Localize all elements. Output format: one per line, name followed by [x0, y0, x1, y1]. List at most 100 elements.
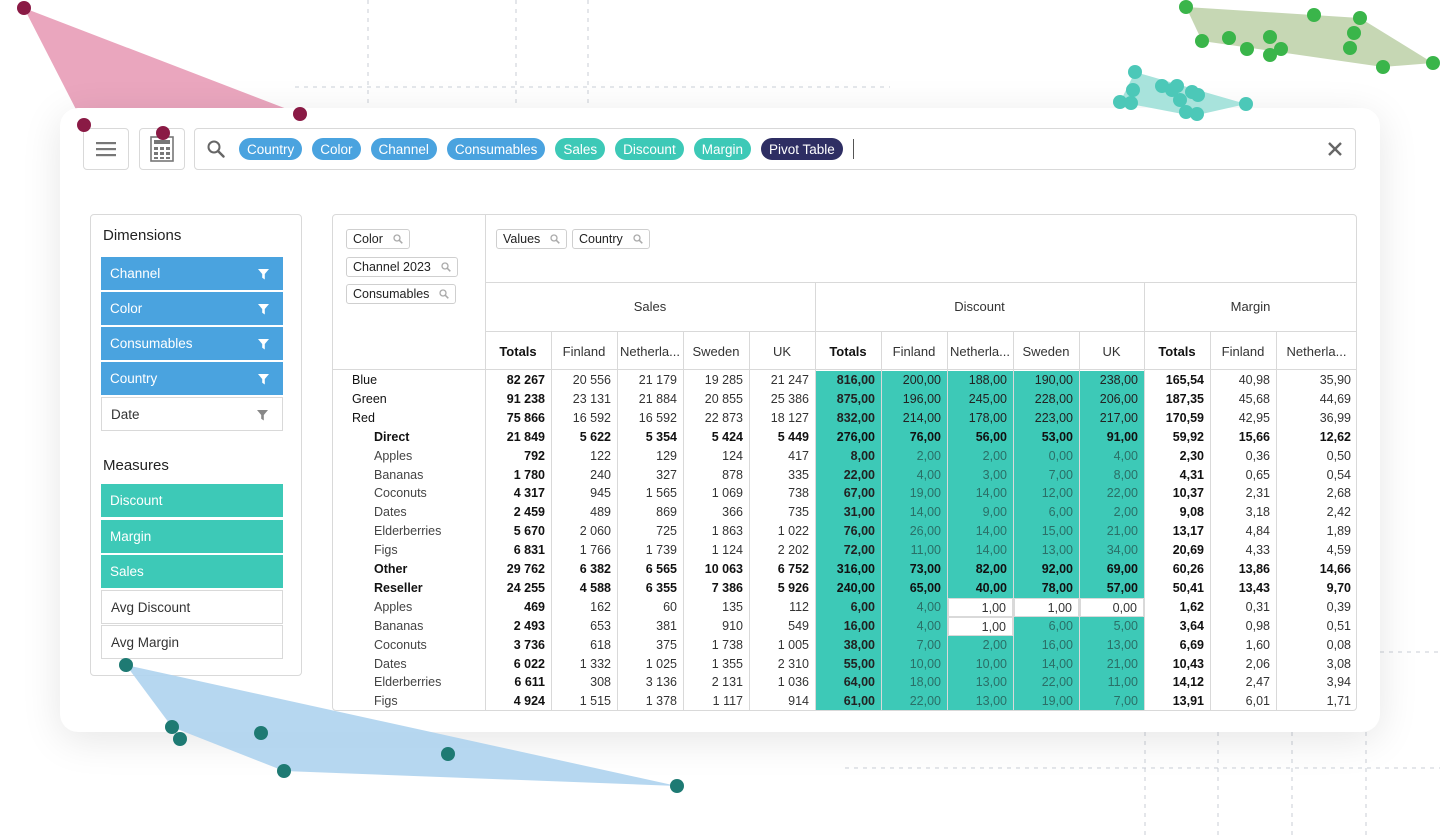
table-row[interactable]: Figs 6 831 1 766 1 739 1 124 2 202 72,00 11,00 1…	[333, 541, 1356, 561]
column-header-sweden[interactable]: Sweden	[1022, 344, 1070, 359]
table-row[interactable]: Red 75 866 16 592 16 592 22 873 18 127 832,00 2…	[333, 408, 1356, 428]
col-field-tag-country[interactable]: Country	[572, 229, 650, 249]
search-icon[interactable]	[628, 234, 643, 244]
filter-icon[interactable]	[258, 338, 269, 353]
table-cell: 0,98	[1245, 618, 1270, 633]
group-header-sales[interactable]: Sales	[633, 299, 667, 314]
search-icon[interactable]	[434, 289, 450, 299]
dimension-item-consumables[interactable]: Consumables	[101, 327, 283, 361]
dimension-item-country[interactable]: Country	[101, 362, 283, 396]
column-header-uk[interactable]: UK	[1102, 344, 1121, 359]
table-row[interactable]: Apples 792 122 129 124 417 8,00 2,00 2,00 0,00 4,0…	[333, 446, 1356, 466]
filter-icon[interactable]	[258, 268, 269, 283]
group-header-margin[interactable]: Margin	[1230, 299, 1271, 314]
table-cell: 5 670	[513, 524, 545, 539]
row-field-label: Consumables	[353, 287, 430, 301]
measure-item-avg-discount[interactable]: Avg Discount	[101, 590, 283, 624]
measure-item-avg-margin[interactable]: Avg Margin	[101, 625, 283, 659]
row-field-tag-channel-2023[interactable]: Channel 2023	[346, 257, 458, 277]
chip-discount[interactable]: Discount	[615, 138, 684, 160]
measure-item-discount[interactable]: Discount	[101, 484, 283, 518]
calculator-button[interactable]	[139, 128, 185, 170]
filter-icon[interactable]	[258, 303, 269, 318]
table-row[interactable]: Direct 21 849 5 622 5 354 5 424 5 449 276,00 76…	[333, 427, 1356, 447]
column-header-netherla[interactable]: Netherla...	[950, 344, 1010, 359]
table-cell: 56,00	[948, 427, 1013, 447]
table-cell: 875,00	[816, 389, 881, 409]
column-header-finland[interactable]: Finland	[892, 344, 936, 359]
measure-item-sales[interactable]: Sales	[101, 555, 283, 589]
group-header-discount[interactable]: Discount	[954, 299, 1005, 314]
search-icon[interactable]	[436, 262, 451, 272]
table-row[interactable]: Bananas 2 493 653 381 910 549 16,00 4,00 1,00 6,0…	[333, 616, 1356, 636]
table-cell: 1,71	[1326, 694, 1351, 709]
table-row[interactable]: Elderberries 6 611 308 3 136 2 131 1 036 64,00…	[333, 673, 1356, 693]
table-cell: 6 831	[513, 543, 545, 558]
table-cell: 2 310	[777, 656, 809, 671]
table-cell: 6,01	[1245, 694, 1270, 709]
table-cell: 5,00	[1080, 616, 1144, 636]
row-field-tag-color[interactable]: Color	[346, 229, 410, 249]
column-header-finland[interactable]: Finland	[562, 344, 606, 359]
filter-icon[interactable]	[258, 373, 269, 388]
search-bar[interactable]: Country Color Channel Consumables Sales Disco…	[194, 128, 1356, 170]
column-header-totals[interactable]: Totals	[499, 344, 537, 359]
table-row[interactable]: Coconuts 3 736 618 375 1 738 1 005 38,00 7,00 2,…	[333, 635, 1356, 655]
menu-button[interactable]	[83, 128, 129, 170]
chip-channel[interactable]: Channel	[370, 138, 437, 160]
table-row[interactable]: Dates 2 459 489 869 366 735 31,00 14,00 9,00 6,00…	[333, 503, 1356, 523]
table-cell: 1 117	[712, 694, 743, 709]
measure-label: Margin	[110, 529, 152, 544]
table-row[interactable]: Apples 469 162 60 135 112 6,00 4,00 1,00 1,00 0,00…	[333, 597, 1356, 617]
table-row[interactable]: Green 91 238 23 131 21 884 20 855 25 386 875,0…	[333, 389, 1356, 409]
dimension-item-channel[interactable]: Channel	[101, 257, 283, 291]
filter-icon[interactable]	[257, 409, 268, 424]
table-cell: 945	[590, 486, 611, 501]
table-cell: 78,00	[1014, 578, 1079, 598]
table-row[interactable]: Reseller 24 255 4 588 6 355 7 386 5 926 240,00…	[333, 578, 1356, 598]
dimension-item-date[interactable]: Date	[101, 397, 283, 431]
table-row[interactable]: Blue 82 267 20 556 21 179 19 285 21 247 816,00…	[333, 371, 1356, 390]
table-cell: 0,08	[1326, 637, 1351, 652]
table-cell: 129	[656, 448, 677, 463]
table-row[interactable]: Dates 6 022 1 332 1 025 1 355 2 310 55,00 10,00…	[333, 654, 1356, 674]
table-row[interactable]: Coconuts 4 317 945 1 565 1 069 738 67,00 19,00 1…	[333, 484, 1356, 504]
chip-country[interactable]: Country	[239, 138, 303, 160]
col-field-label: Country	[579, 232, 623, 246]
column-header-totals[interactable]: Totals	[1158, 344, 1196, 359]
table-cell: 16,00	[1014, 635, 1079, 655]
grid-line	[617, 331, 618, 710]
column-header-uk[interactable]: UK	[772, 344, 792, 359]
table-cell: 549	[788, 618, 809, 633]
chip-sales[interactable]: Sales	[555, 138, 606, 160]
search-chips: Country Color Channel Consumables Sales Disco…	[239, 138, 853, 160]
chip-pivot-table[interactable]: Pivot Table	[760, 138, 843, 160]
table-row[interactable]: Figs 4 924 1 515 1 378 1 117 914 61,00 22,00 13,…	[333, 692, 1356, 710]
search-icon[interactable]	[545, 234, 561, 244]
column-header-netherla[interactable]: Netherla...	[1286, 344, 1347, 359]
measure-item-margin[interactable]: Margin	[101, 520, 283, 554]
table-row[interactable]: Other 29 762 6 382 6 565 10 063 6 752 316,00 73…	[333, 560, 1356, 579]
table-cell: 914	[788, 694, 809, 709]
table-cell: 178,00	[948, 408, 1013, 428]
chip-consumables[interactable]: Consumables	[446, 138, 546, 160]
table-cell: 223,00	[1014, 408, 1079, 428]
table-row[interactable]: Bananas 1 780 240 327 878 335 22,00 4,00 3,00 7,0…	[333, 465, 1356, 485]
close-icon[interactable]	[1325, 139, 1345, 159]
row-field-tag-consumables[interactable]: Consumables	[346, 284, 457, 304]
table-cell: 4,00	[882, 465, 947, 485]
dimension-item-color[interactable]: Color	[101, 292, 283, 326]
column-header-totals[interactable]: Totals	[829, 344, 867, 359]
row-field-label: Channel 2023	[353, 260, 431, 274]
column-header-finland[interactable]: Finland	[1221, 344, 1265, 359]
search-icon[interactable]	[388, 234, 403, 244]
table-cell: 878	[722, 467, 743, 482]
column-header-sweden[interactable]: Sweden	[692, 344, 740, 359]
table-cell: 214,00	[882, 408, 947, 428]
col-field-tag-values[interactable]: Values	[496, 229, 568, 249]
table-row[interactable]: Elderberries 5 670 2 060 725 1 863 1 022 76,00…	[333, 522, 1356, 542]
chip-color[interactable]: Color	[312, 138, 361, 160]
column-header-netherla[interactable]: Netherla...	[620, 344, 680, 359]
chip-margin[interactable]: Margin	[693, 138, 751, 160]
row-label: Figs	[374, 694, 398, 709]
